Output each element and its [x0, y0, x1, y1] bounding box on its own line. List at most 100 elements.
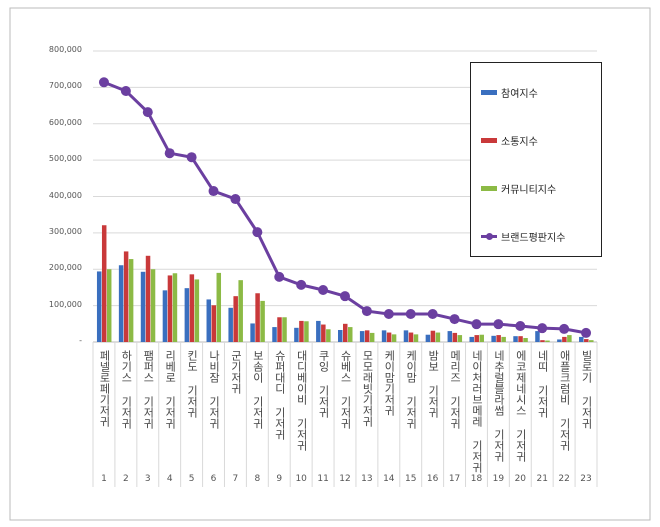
bar-2 [211, 305, 217, 342]
rank-label: 18 [470, 474, 483, 484]
bar-3 [238, 280, 243, 342]
line-point [230, 194, 241, 205]
rank-label: 1 [101, 474, 107, 484]
y-tick-label: 700,000 [48, 81, 82, 91]
bar-2 [167, 275, 173, 342]
line-point [559, 323, 570, 334]
bar-3 [194, 279, 200, 342]
bar-3 [369, 332, 375, 342]
bar-1 [338, 329, 343, 342]
category-label: 페넬로페기저귀 [97, 350, 111, 427]
rank-label: 7 [232, 474, 239, 484]
bar-1 [557, 339, 562, 342]
y-tick-label: 600,000 [48, 117, 82, 127]
category-label: 슈베스 기저귀 [339, 350, 352, 429]
bar-3 [128, 259, 134, 342]
bar-2 [299, 320, 304, 342]
rank-label: 8 [254, 474, 261, 484]
category-label: 에코제네시스 기저귀 [514, 350, 528, 462]
bar-3 [413, 334, 419, 342]
rank-label: 13 [361, 474, 373, 484]
y-tick-label: 300,000 [48, 226, 82, 236]
line-point [186, 152, 197, 163]
rank-label: 5 [188, 474, 195, 484]
bar-1 [96, 271, 102, 342]
bar-3 [501, 336, 506, 342]
bar-3 [457, 335, 463, 342]
line-point [142, 107, 153, 118]
rank-label: 16 [426, 474, 439, 484]
rank-label: 6 [210, 474, 217, 484]
legend-label: 브랜드평판지수 [501, 233, 566, 244]
chart-border [9, 7, 651, 521]
bar-3 [545, 340, 550, 342]
bar-3 [523, 337, 528, 342]
legend-swatch [481, 138, 497, 143]
y-tick-label: 400,000 [48, 190, 82, 200]
bar-1 [184, 288, 190, 342]
legend-label: 참여지수 [501, 89, 538, 100]
line-point [120, 86, 131, 97]
line-point [318, 284, 329, 295]
bar-1 [579, 336, 584, 342]
line-point [252, 227, 263, 238]
category-label: 네추럴블라썸 기저귀 [492, 350, 506, 462]
rank-label: 4 [166, 474, 173, 484]
y-tick-label: 100,000 [48, 299, 82, 309]
rank-label: 12 [339, 474, 351, 484]
bar-2 [123, 251, 129, 342]
line-point [427, 308, 438, 319]
legend-label: 커뮤니티지수 [501, 185, 557, 196]
bar-2 [189, 274, 195, 342]
category-label: 애플크럼비 기저귀 [558, 350, 572, 451]
bar-1 [359, 331, 365, 342]
bar-3 [304, 321, 309, 342]
line-point [274, 271, 285, 282]
bar-3 [479, 334, 484, 342]
rank-label: 21 [536, 474, 548, 484]
bar-3 [260, 300, 265, 342]
bar-3 [282, 317, 287, 342]
category-label: 슈퍼대디 기저귀 [273, 350, 287, 440]
rank-label: 9 [276, 474, 283, 484]
category-label: 네이처러브메레 기저귀 [470, 350, 484, 473]
line-point [515, 320, 526, 331]
line-point [98, 77, 109, 88]
line-point [471, 319, 482, 330]
line-point [164, 148, 175, 159]
y-tick-label: 800,000 [48, 45, 82, 54]
category-label: 리베로 기저귀 [163, 350, 177, 429]
bar-3 [567, 335, 572, 342]
bar-2 [364, 330, 370, 342]
legend-swatch [481, 90, 497, 95]
rank-label: 10 [295, 474, 307, 484]
category-label: 케이맘기저귀 [382, 350, 396, 416]
bar-1 [294, 327, 299, 342]
bar-3 [326, 329, 331, 342]
category-label: 빌로기 기저귀 [580, 350, 594, 429]
rank-label: 15 [405, 474, 417, 484]
line-point [405, 308, 416, 319]
category-label: 쿠잉 기저귀 [317, 350, 331, 418]
bar-1 [381, 330, 387, 342]
bar-2 [386, 332, 392, 342]
rank-label: 22 [558, 474, 570, 484]
category-label: 모모래빗기저귀 [360, 350, 374, 427]
bar-2 [101, 225, 107, 342]
legend-label: 소통지수 [501, 137, 538, 148]
bar-1 [447, 331, 453, 342]
bar-3 [106, 269, 112, 342]
bar-2 [474, 335, 479, 342]
bar-1 [228, 307, 233, 342]
y-tick-label: - [79, 336, 82, 345]
bar-1 [118, 265, 124, 342]
bar-3 [150, 269, 156, 342]
bar-1 [403, 330, 409, 342]
y-tick-label: 200,000 [48, 263, 82, 273]
legend-swatch [481, 186, 497, 191]
rank-label: 23 [580, 474, 592, 484]
bar-1 [535, 331, 540, 342]
bar-1 [469, 336, 474, 342]
